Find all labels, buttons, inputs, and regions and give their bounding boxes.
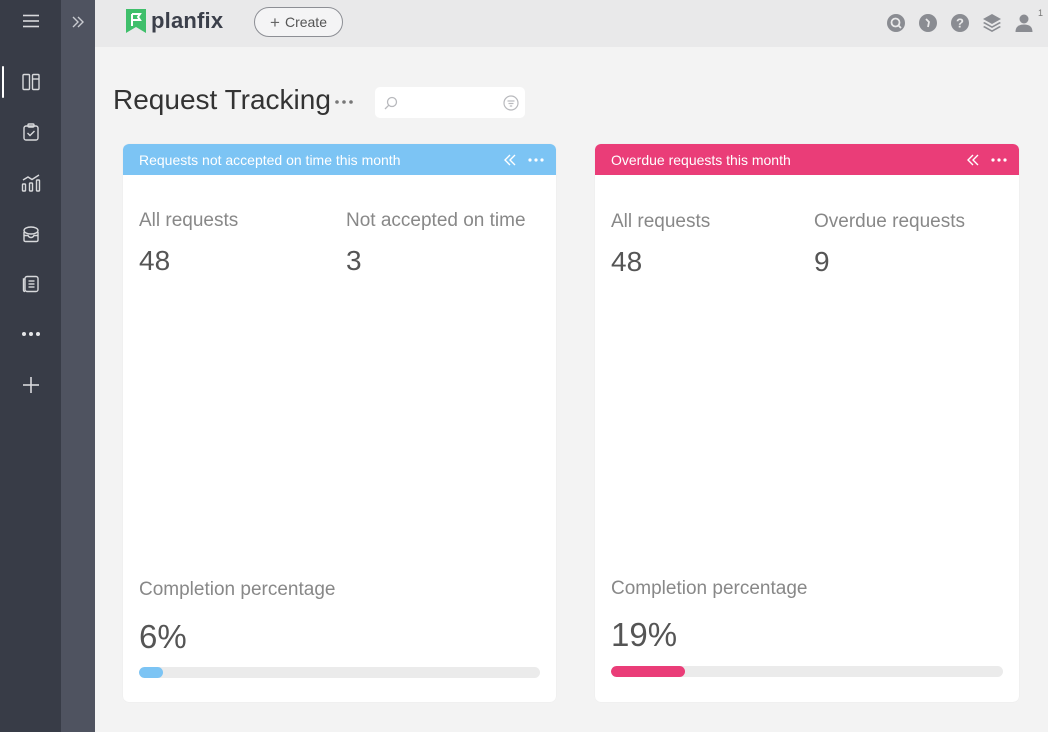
user-icon: [1015, 14, 1033, 32]
search-field: [375, 87, 525, 118]
planfix-logo[interactable]: planfix: [125, 7, 223, 35]
sidebar-item-add[interactable]: [0, 365, 61, 405]
expand-sidebar-button[interactable]: [61, 4, 95, 40]
svg-text:?: ?: [956, 16, 964, 31]
metric-value: 3: [346, 245, 362, 276]
tasks-icon: [22, 123, 39, 141]
search-input[interactable]: [404, 95, 503, 110]
search-button[interactable]: [886, 12, 906, 34]
sidebar-expander: [61, 0, 95, 732]
menu-button[interactable]: [0, 1, 61, 41]
completion-label: Completion percentage: [611, 578, 808, 599]
more-icon: [21, 332, 40, 336]
help-icon: ?: [951, 14, 969, 32]
logo-text: planfix: [151, 8, 224, 33]
top-bar: planfix + Create ? 1: [95, 0, 1048, 47]
menu-icon: [22, 14, 39, 28]
title-more-button[interactable]: [333, 90, 355, 114]
main-sidebar: [0, 0, 61, 732]
filter-icon[interactable]: [503, 94, 519, 111]
more-icon: [335, 100, 353, 104]
card-menu-button[interactable]: [528, 152, 544, 168]
collapse-button[interactable]: [502, 152, 518, 168]
create-button-label: Create: [284, 14, 327, 30]
metric-label: All requests: [611, 211, 711, 232]
completion-progress-bar: [611, 666, 1003, 677]
completion-value: 19%: [611, 616, 678, 653]
card-title: Requests not accepted on time this month: [139, 151, 401, 168]
notification-count: 1: [1037, 8, 1043, 18]
metric-value: 48: [611, 246, 643, 277]
plus-icon: +: [270, 12, 280, 32]
sidebar-item-documents[interactable]: [0, 264, 61, 304]
metric-label: All requests: [139, 210, 239, 231]
panels-icon: [21, 73, 40, 91]
plus-icon: [22, 377, 39, 393]
metric-value: 9: [814, 246, 830, 277]
metric-all-requests: All requests 48: [139, 210, 238, 277]
sidebar-item-analytics[interactable]: [0, 163, 61, 203]
metric-all-requests: All requests 48: [611, 211, 710, 278]
metric-label: Overdue requests: [814, 211, 966, 232]
chevrons-left-icon: [504, 154, 516, 165]
top-icons: ? 1: [886, 8, 1043, 34]
card-menu-button[interactable]: [991, 152, 1007, 168]
chevrons-right-icon: [72, 16, 84, 28]
planfix-flag-icon: [126, 9, 146, 33]
progress-fill: [139, 667, 164, 678]
sidebar-item-more[interactable]: [0, 314, 61, 354]
clock-icon: [919, 14, 937, 32]
create-button[interactable]: + Create: [254, 7, 343, 37]
completion-progress-bar: [139, 667, 540, 678]
metric-label: Not accepted on time: [346, 210, 526, 231]
sidebar-item-inbox[interactable]: [0, 214, 61, 254]
metric-not-accepted: Not accepted on time 3: [346, 210, 526, 277]
completion-label: Completion percentage: [139, 579, 336, 600]
documents-icon: [22, 275, 39, 293]
layers-button[interactable]: [982, 12, 1002, 34]
metric-value: 48: [139, 245, 171, 276]
widget-card-not-accepted: Requests not accepted on time this month…: [123, 144, 556, 702]
card-header: Overdue requests this month: [595, 144, 1019, 175]
collapse-button[interactable]: [965, 152, 981, 168]
help-button[interactable]: ?: [950, 12, 970, 34]
more-icon: [528, 157, 544, 162]
card-title: Overdue requests this month: [611, 151, 791, 168]
sidebar-item-panels[interactable]: [0, 62, 61, 102]
more-icon: [991, 157, 1007, 162]
user-button[interactable]: 1: [1014, 8, 1043, 34]
sidebar-item-tasks[interactable]: [0, 112, 61, 152]
completion-value: 6%: [139, 618, 187, 655]
time-tracking-button[interactable]: [918, 12, 938, 34]
search-icon: [887, 14, 905, 32]
widget-card-overdue: Overdue requests this month All requests…: [595, 144, 1019, 702]
inbox-icon: [22, 226, 39, 243]
layers-icon: [983, 14, 1001, 32]
progress-fill: [611, 666, 686, 677]
analytics-icon: [21, 174, 40, 192]
page-title: Request Tracking: [113, 84, 331, 115]
search-icon: [384, 96, 398, 109]
card-header: Requests not accepted on time this month: [123, 144, 556, 175]
chevrons-left-icon: [967, 154, 979, 165]
metric-overdue: Overdue requests 9: [814, 211, 965, 278]
